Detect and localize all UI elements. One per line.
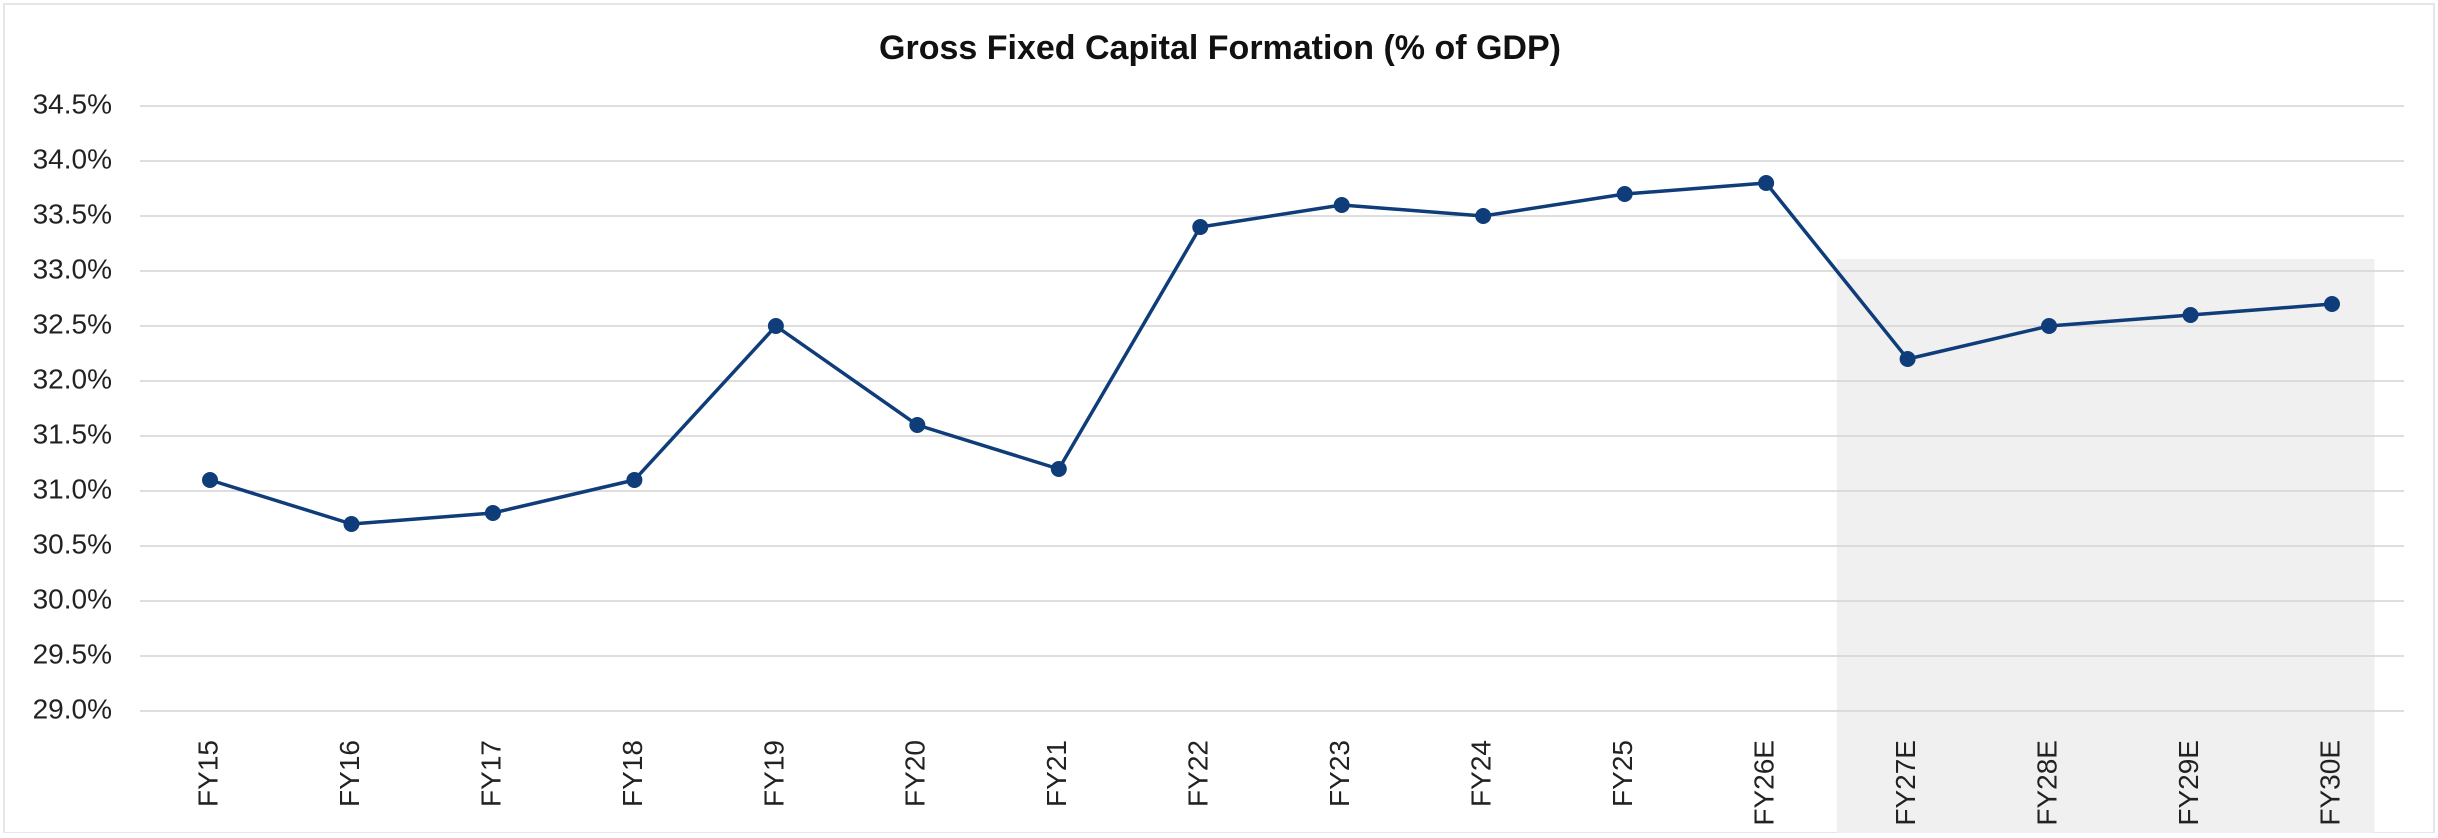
x-tick-label: FY26E bbox=[1749, 740, 1780, 826]
x-tick-label: FY22 bbox=[1183, 740, 1214, 807]
x-tick-label: FY23 bbox=[1324, 740, 1355, 807]
data-point bbox=[1899, 351, 1916, 367]
y-tick-label: 32.5% bbox=[33, 308, 112, 339]
y-tick-label: 34.5% bbox=[33, 88, 112, 119]
data-point bbox=[626, 472, 643, 488]
y-tick-label: 29.5% bbox=[33, 638, 112, 669]
x-tick-label: FY17 bbox=[475, 740, 506, 807]
data-point bbox=[484, 505, 501, 521]
data-line bbox=[209, 181, 2333, 526]
x-tick-label: FY28E bbox=[2031, 740, 2062, 826]
data-point bbox=[1475, 208, 1492, 224]
data-point bbox=[2324, 296, 2340, 312]
y-tick-label: 31.5% bbox=[33, 418, 112, 449]
data-point bbox=[1333, 197, 1350, 213]
x-tick-label: FY25 bbox=[1607, 740, 1638, 807]
y-tick-label: 33.0% bbox=[33, 253, 112, 284]
y-tick-label: 34.0% bbox=[33, 143, 112, 174]
chart-title: Gross Fixed Capital Formation (% of GDP) bbox=[879, 29, 1561, 67]
data-point bbox=[767, 318, 784, 334]
x-tick-label: FY24 bbox=[1466, 740, 1497, 807]
x-tick-label: FY27E bbox=[1890, 740, 1921, 826]
data-point bbox=[1758, 175, 1775, 191]
y-tick-label: 30.0% bbox=[33, 583, 112, 614]
data-point bbox=[2041, 318, 2058, 334]
x-tick-label: FY29E bbox=[2173, 740, 2204, 826]
y-tick-label: 31.0% bbox=[33, 473, 112, 504]
data-point bbox=[202, 472, 218, 488]
data-point bbox=[343, 516, 360, 532]
y-tick-label: 29.0% bbox=[33, 693, 112, 724]
data-point bbox=[1616, 186, 1633, 202]
data-point bbox=[1192, 219, 1209, 235]
x-tick-label: FY30E bbox=[2314, 740, 2345, 826]
y-tick-label: 33.5% bbox=[33, 198, 112, 229]
x-tick-label: FY19 bbox=[758, 740, 789, 807]
x-tick-label: FY15 bbox=[192, 740, 223, 807]
x-tick-label: FY21 bbox=[1041, 740, 1072, 807]
y-tick-label: 30.5% bbox=[33, 528, 112, 559]
y-tick-label: 32.0% bbox=[33, 363, 112, 394]
data-point bbox=[1050, 461, 1067, 477]
data-point bbox=[2182, 307, 2199, 323]
x-tick-label: FY18 bbox=[617, 740, 648, 807]
x-tick-label: FY16 bbox=[334, 740, 365, 807]
data-point bbox=[909, 417, 926, 433]
x-tick-label: FY20 bbox=[900, 740, 931, 807]
